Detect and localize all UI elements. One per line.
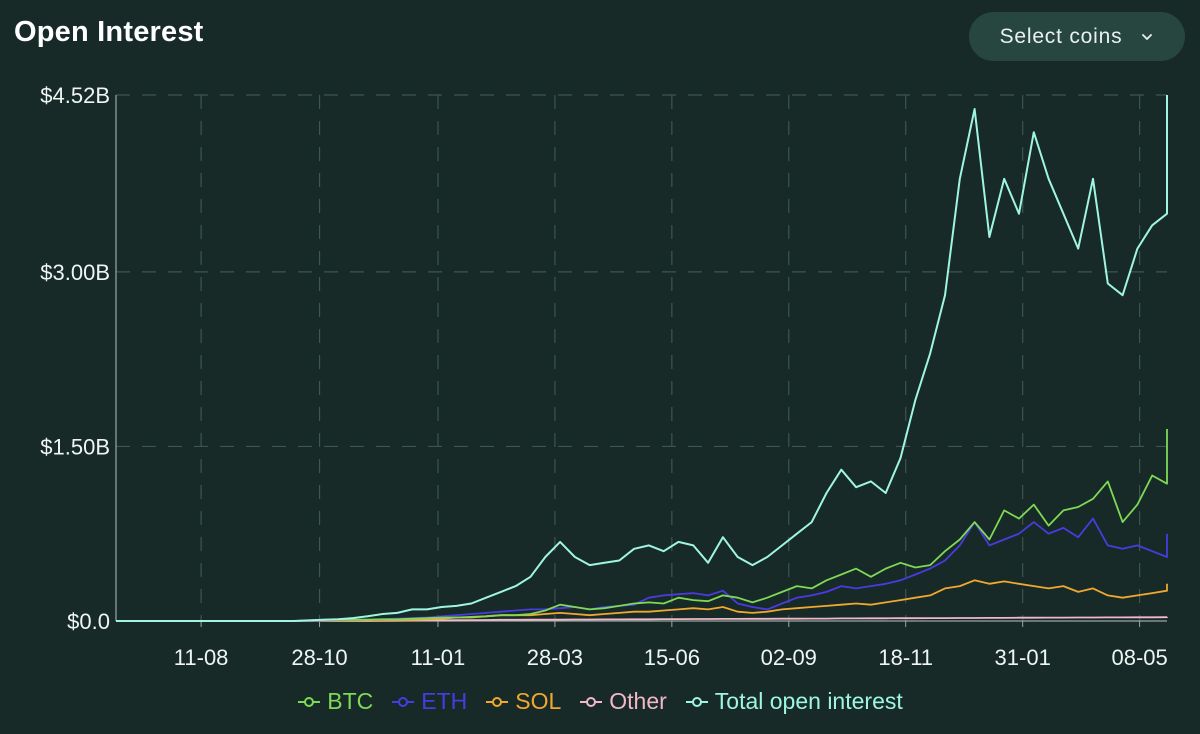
y-tick-label: $3.00B — [40, 260, 110, 285]
legend-label: ETH — [421, 688, 468, 714]
legend-marker-icon — [685, 696, 708, 707]
series-line-total-open-interest — [116, 95, 1168, 622]
x-tick-label: 02-09 — [761, 645, 817, 670]
legend-label: SOL — [515, 688, 562, 714]
chevron-down-icon — [1142, 33, 1153, 40]
series-line-btc — [116, 429, 1168, 622]
x-tick-label: 28-10 — [291, 645, 347, 670]
x-tick-label: 15-06 — [644, 645, 700, 670]
page-title: Open Interest — [14, 16, 204, 48]
legend-marker-icon — [392, 696, 415, 707]
x-tick-label: 28-03 — [527, 645, 583, 670]
y-tick-label: $1.50B — [40, 434, 110, 459]
legend-item-other[interactable]: Other — [579, 688, 667, 715]
legend-item-btc[interactable]: BTC — [297, 688, 373, 715]
legend-label: Total open interest — [714, 688, 903, 714]
legend-marker-icon — [486, 696, 509, 707]
legend-label: Other — [609, 688, 667, 714]
series-line-eth — [116, 517, 1168, 622]
legend-item-sol[interactable]: SOL — [485, 688, 561, 715]
legend-item-eth[interactable]: ETH — [391, 688, 467, 715]
legend-marker-icon — [298, 696, 321, 707]
select-coins-label: Select coins — [999, 24, 1123, 48]
chart-legend: BTC ETH SOL Other Total open interest — [0, 688, 1200, 715]
x-tick-label: 11-08 — [174, 645, 229, 670]
legend-item-total-open-interest[interactable]: Total open interest — [685, 688, 903, 715]
x-tick-label: 31-01 — [995, 645, 1051, 670]
open-interest-chart: $0.0 $1.50B $3.00B $4.52B 11-08 28-10 11-01 28-… — [40, 83, 1168, 670]
y-tick-label: $4.52B — [40, 83, 110, 108]
legend-marker-icon — [580, 696, 603, 707]
x-tick-label: 08-05 — [1111, 645, 1167, 670]
x-tick-label: 18-11 — [878, 645, 933, 670]
select-coins-button[interactable]: Select coins — [969, 12, 1185, 61]
legend-label: BTC — [327, 688, 374, 714]
x-tick-label: 11-01 — [411, 645, 466, 670]
y-tick-label: $0.0 — [67, 609, 110, 634]
